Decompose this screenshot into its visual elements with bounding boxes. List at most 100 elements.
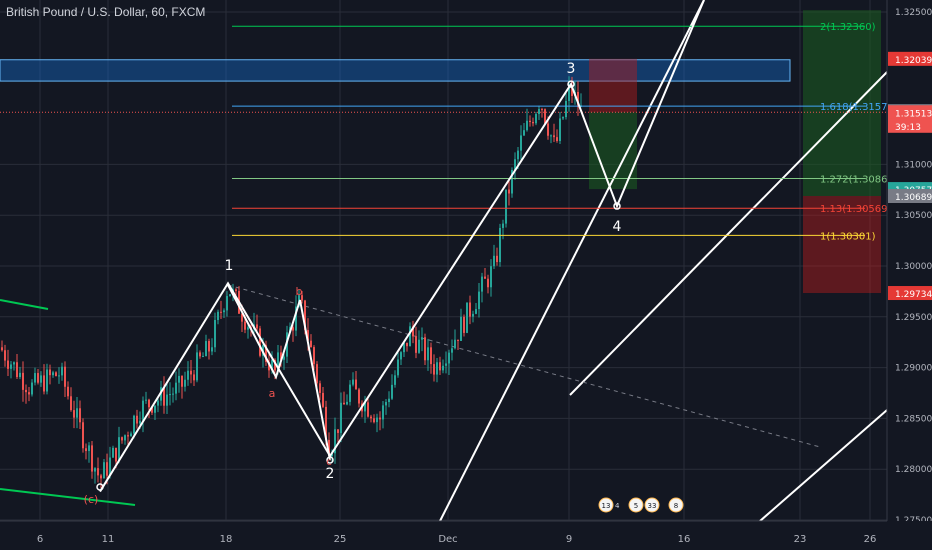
candle-body — [454, 339, 456, 349]
candle-body — [349, 384, 351, 402]
candle-body — [301, 295, 303, 301]
candle-body — [121, 437, 123, 441]
resistance-zone — [0, 59, 791, 82]
candle-body — [136, 415, 138, 424]
price-axis[interactable]: 1.32500 1.31000 1.30500 1.30000 1.29500 1.290… — [886, 0, 932, 550]
elliott-wave-lines[interactable] — [96, 0, 705, 493]
candle-body — [97, 468, 99, 476]
candle-body — [265, 345, 267, 362]
wave-label-2: 2 — [326, 466, 335, 482]
candle-body — [70, 396, 72, 411]
candle-body — [571, 84, 573, 96]
wave-point-2 — [326, 456, 334, 464]
candle-body — [472, 313, 474, 317]
candle-body — [109, 457, 111, 476]
candle-body — [85, 448, 87, 452]
time-axis[interactable]: 6 11 18 25 Dec 9 16 23 26 — [0, 520, 932, 550]
candle-body — [319, 383, 321, 393]
candle-body — [277, 352, 279, 371]
candle-body — [193, 374, 195, 381]
candle-body — [451, 348, 453, 353]
candle-body — [439, 362, 441, 371]
candle-body — [463, 316, 465, 333]
wave-point-start — [96, 483, 104, 491]
price-tag-label: 1.29734 — [895, 290, 932, 300]
price-tick-label: 1.30500 — [895, 211, 932, 221]
candle-body — [523, 130, 525, 136]
candle-body — [292, 327, 294, 331]
candle-body — [1, 347, 3, 351]
candle-body — [37, 373, 39, 383]
time-tick-label: 9 — [566, 534, 572, 545]
calendar-event-count: 8 — [674, 502, 678, 510]
time-tick-label: 25 — [334, 534, 347, 545]
price-axis-background — [887, 0, 932, 550]
fib-label-2: 1.272(1.30861) — [820, 175, 898, 186]
candle-body — [394, 375, 396, 385]
price-tag-label: 1.30689 — [895, 193, 932, 203]
candle-body — [190, 370, 192, 375]
candle-body — [142, 400, 144, 421]
drawing-boxes[interactable] — [0, 10, 881, 294]
price-tag-label: 39:13 — [895, 123, 921, 133]
candle-body — [541, 109, 543, 111]
candle-body — [88, 445, 90, 452]
channel-lines[interactable] — [0, 0, 888, 522]
candle-body — [58, 375, 60, 377]
fib-label-3: 1.13(1.30569) — [820, 204, 892, 215]
time-tick-label: Dec — [438, 534, 457, 545]
candle-body — [268, 361, 270, 371]
candle-body — [313, 347, 315, 365]
candle-body — [466, 302, 468, 333]
wave-label-3: 3 — [567, 61, 576, 77]
candle-body — [340, 402, 342, 433]
calendar-events[interactable]: 13451338 — [598, 497, 684, 513]
corrective-wave-path — [227, 284, 331, 461]
candle-body — [280, 352, 282, 360]
price-tick-label: 1.30000 — [895, 262, 932, 272]
candle-body — [535, 114, 537, 124]
candle-body — [220, 311, 222, 313]
candle-body — [442, 365, 444, 371]
candle-body — [469, 302, 471, 317]
candle-body — [64, 366, 66, 387]
channel-line-1 — [439, 0, 705, 522]
candle-body — [7, 360, 9, 369]
candle-body — [460, 316, 462, 341]
candle-body — [322, 392, 324, 407]
wave-label-1: 1 — [225, 258, 234, 274]
candle-body — [487, 278, 489, 288]
candle-body — [145, 399, 147, 401]
calendar-event-marker — [628, 497, 644, 513]
trendline-green-lower — [0, 488, 136, 506]
candle-body — [100, 475, 102, 479]
candle-body — [124, 435, 126, 441]
trendline-green-upper — [0, 299, 49, 310]
candle-body — [187, 370, 189, 380]
candle-body — [403, 342, 405, 353]
candle-body — [19, 372, 21, 378]
candle-body — [94, 468, 96, 472]
price-tick-label: 1.28000 — [895, 465, 932, 475]
candle-body — [367, 402, 369, 417]
fibonacci-levels[interactable]: 2(1.32360) 1.618(1.31573) 1.272(1.30861) 1.… — [232, 22, 898, 242]
candle-body — [199, 352, 201, 357]
candle-body — [478, 291, 480, 310]
candle-body — [241, 313, 243, 322]
candle-body — [28, 392, 30, 395]
candle-body — [370, 416, 372, 419]
candle-body — [556, 137, 558, 141]
candle-body — [544, 109, 546, 124]
candle-body — [43, 375, 45, 392]
candle-body — [169, 394, 171, 396]
candle-body — [547, 123, 549, 136]
symbol-title: British Pound / U.S. Dollar, 60, FXCM — [6, 5, 206, 19]
candle-body — [211, 347, 213, 352]
price-tag-label: 1.31513 — [895, 109, 932, 119]
candle-body — [328, 439, 330, 457]
candle-body — [559, 118, 561, 141]
candle-body — [34, 373, 36, 383]
candle-body — [475, 309, 477, 314]
candle-body — [25, 389, 27, 393]
